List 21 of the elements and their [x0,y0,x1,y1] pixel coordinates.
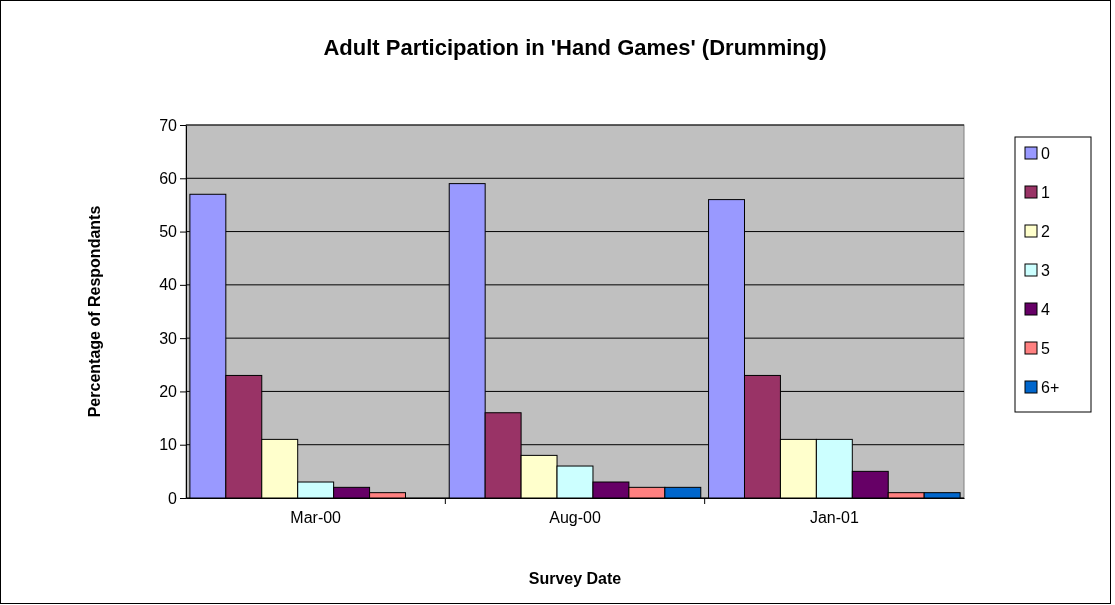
y-tick-label: 60 [159,169,178,187]
legend-label: 1 [1041,184,1050,201]
x-tick-label: Jan-01 [809,509,859,527]
y-tick-label: 10 [159,436,178,454]
y-tick-label: 20 [159,383,178,401]
y-tick-label: 50 [159,223,178,241]
y-axis-title: Percentage of Respondants [86,205,103,418]
y-tick-label: 30 [159,329,178,347]
legend-label: 6+ [1041,379,1060,396]
legend-label: 2 [1041,223,1050,240]
legend-label: 0 [1041,145,1050,162]
y-tick-label: 0 [168,489,178,507]
legend-label: 3 [1041,262,1050,279]
x-tick-label: Aug-00 [549,509,601,527]
legend-label: 4 [1041,301,1050,318]
x-axis-title: Survey Date [528,570,622,587]
legend-label: 5 [1041,340,1050,357]
y-tick-label: 70 [159,116,178,134]
y-tick-label: 40 [159,276,178,294]
x-tick-label: Mar-00 [290,509,342,527]
chart-title: Adult Participation in 'Hand Games' (Drumming) [323,35,827,60]
